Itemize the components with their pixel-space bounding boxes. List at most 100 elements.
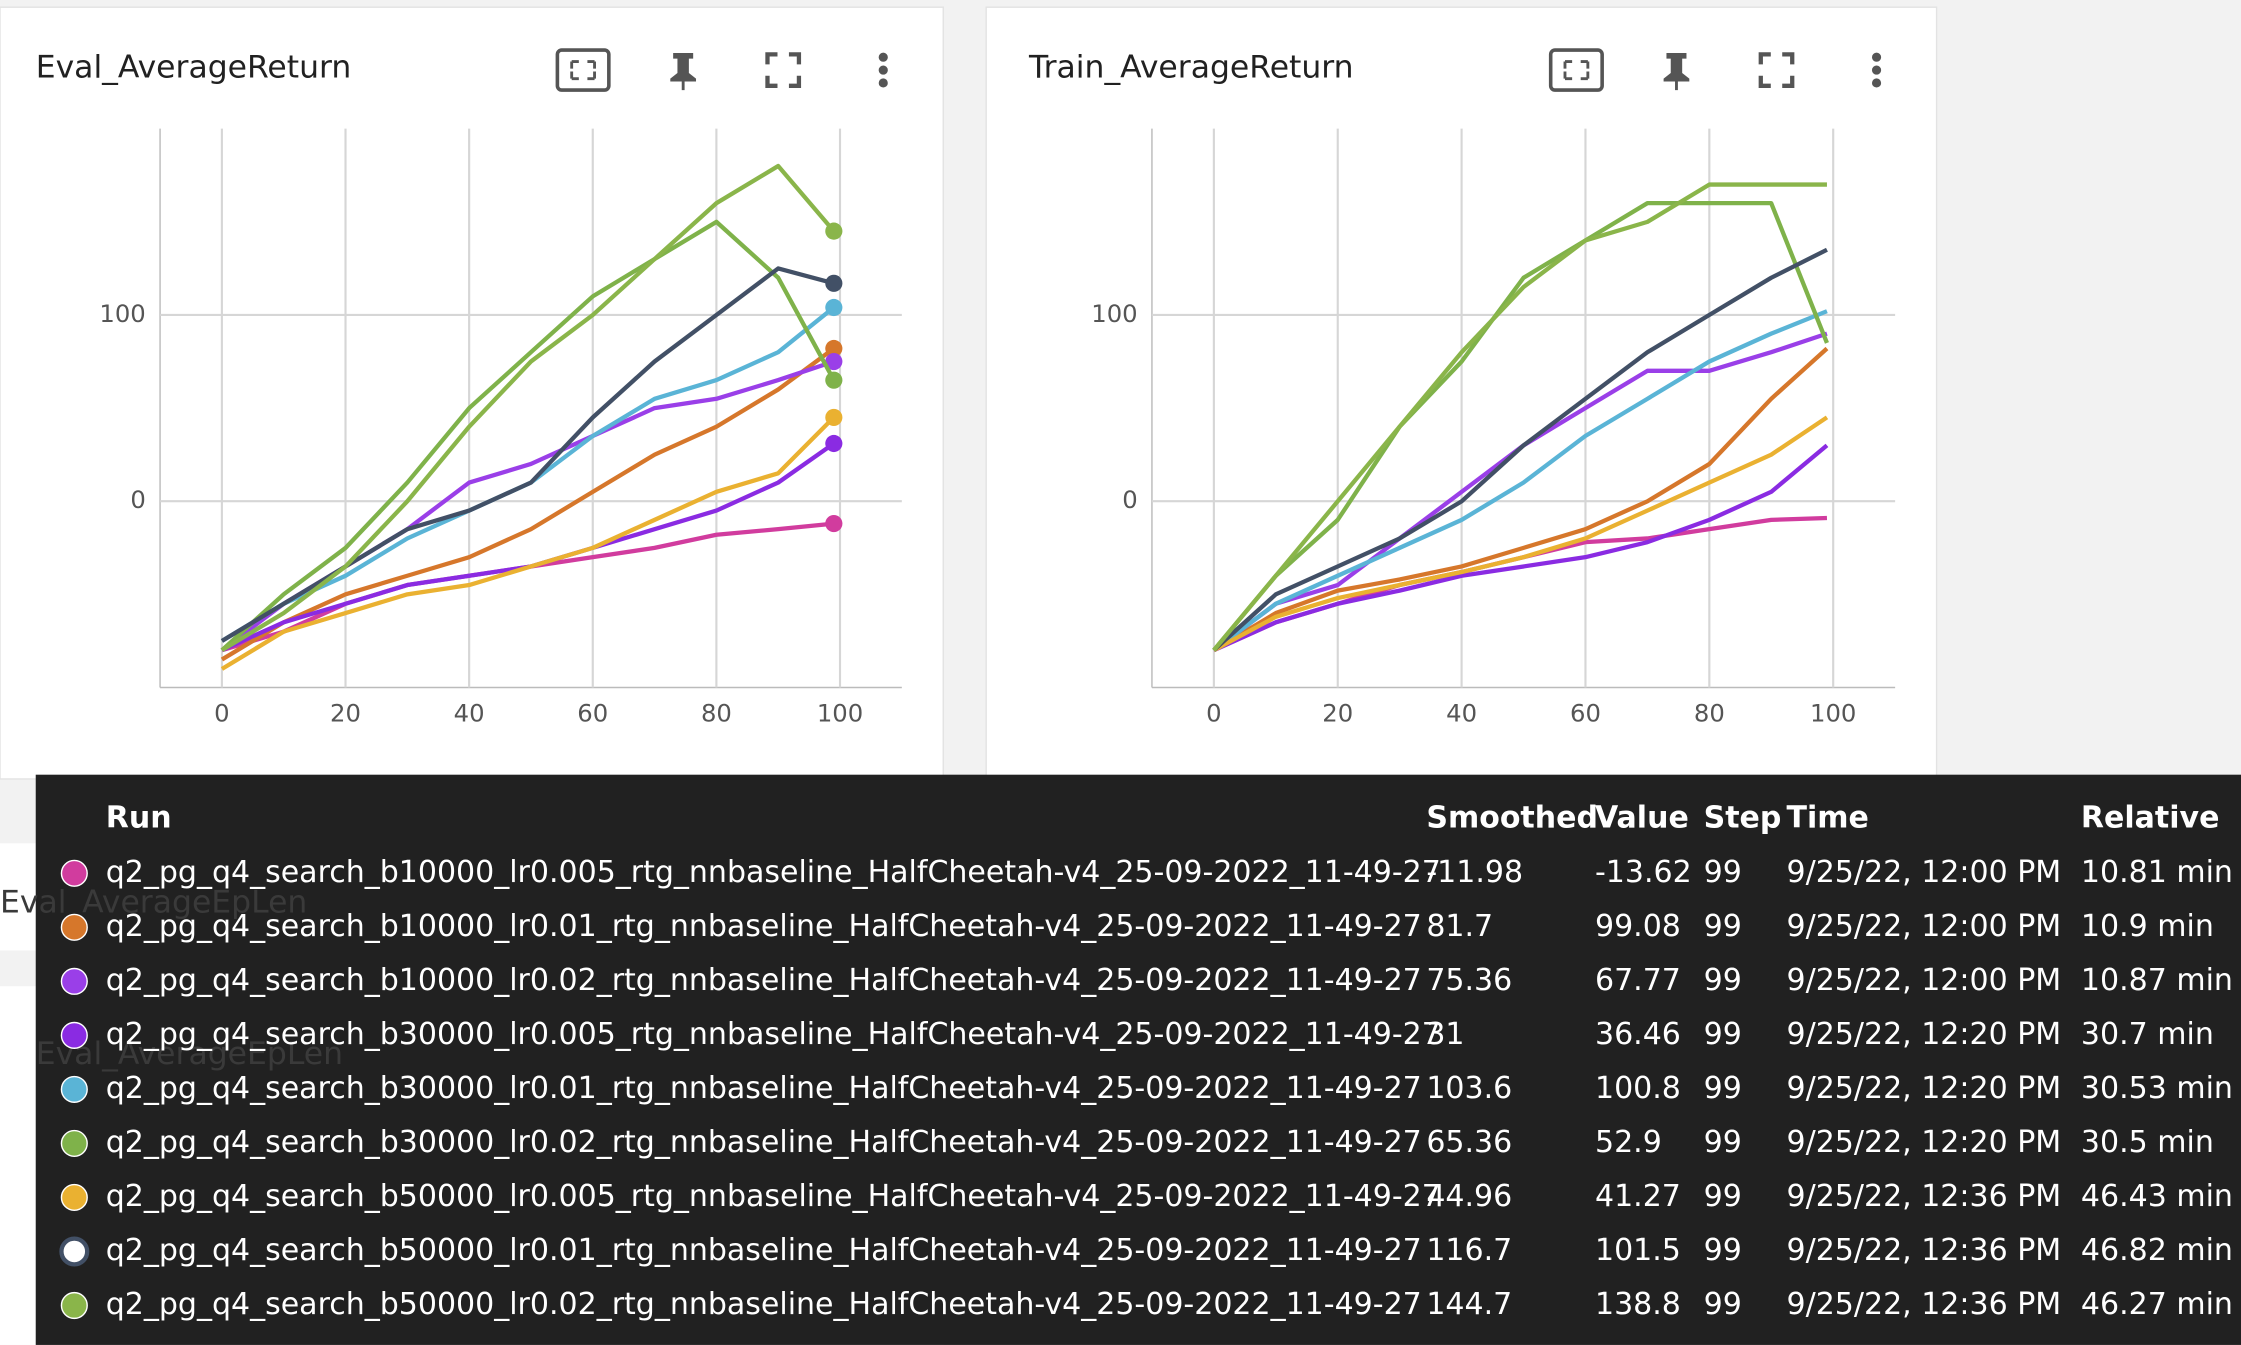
cell: 41.27 <box>1595 1179 1681 1214</box>
x-tick-label: 0 <box>214 699 229 728</box>
column-header: Smoothed <box>1426 800 1598 835</box>
card-title: Eval_AverageEpLen <box>36 1036 343 1072</box>
cell: q2_pg_q4_search_b30000_lr0.01_rtg_nnbase… <box>106 1071 1422 1106</box>
icon <box>1871 52 1882 62</box>
cell: q2_pg_q4_search_b50000_lr0.005_rtg_nnbas… <box>106 1179 1441 1214</box>
cell: 138.8 <box>1595 1287 1681 1322</box>
x-tick-label: 40 <box>454 699 485 728</box>
column-header: Step <box>1704 800 1782 835</box>
icon <box>1871 78 1882 88</box>
cell: -13.62 <box>1595 855 1692 890</box>
icon <box>1871 65 1882 75</box>
cell: 99 <box>1704 1233 1742 1268</box>
series-line <box>220 266 835 643</box>
y-tick-label: 100 <box>1091 299 1137 328</box>
series-line <box>220 163 836 653</box>
fit-button[interactable] <box>555 48 611 92</box>
cell: q2_pg_q4_search_b50000_lr0.01_rtg_nnbase… <box>106 1233 1422 1268</box>
cell: q2_pg_q4_search_b30000_lr0.005_rtg_nnbas… <box>106 1017 1441 1052</box>
icon <box>555 48 611 92</box>
cell: 99 <box>1704 855 1742 890</box>
cell: 31 <box>1426 1017 1464 1052</box>
x-tick-label: 40 <box>1446 699 1477 728</box>
cell: 9/25/22, 12:20 PM <box>1787 1125 2062 1160</box>
x-tick-label: 20 <box>330 699 361 728</box>
fullscreen-button[interactable] <box>765 52 802 88</box>
cell: 46.27 min <box>2081 1287 2233 1322</box>
icon <box>878 65 888 75</box>
y-tick-label: 100 <box>99 299 145 328</box>
icon <box>878 78 888 88</box>
y-tick-label: 0 <box>130 485 145 514</box>
cell: 144.7 <box>1426 1287 1512 1322</box>
cell: 99 <box>1704 1071 1742 1106</box>
cell: q2_pg_q4_search_b50000_lr0.02_rtg_nnbase… <box>106 1287 1422 1322</box>
icon <box>765 52 802 88</box>
fit-button[interactable] <box>1548 48 1604 92</box>
cell: 99 <box>1704 909 1742 944</box>
cell: 67.77 <box>1595 963 1681 998</box>
chart-title: Train_AverageReturn <box>1028 50 1354 86</box>
card-title: Eval_AverageEpLen <box>0 884 307 920</box>
cell: 10.81 min <box>2081 855 2233 890</box>
cell: 9/25/22, 12:00 PM <box>1787 909 2062 944</box>
icon <box>1663 52 1690 91</box>
cell: 99 <box>1704 963 1742 998</box>
x-tick-label: 80 <box>701 699 732 728</box>
run-swatch <box>60 1075 88 1103</box>
column-header: Value <box>1595 800 1689 835</box>
series-line <box>1212 346 1829 653</box>
series-line <box>220 415 836 671</box>
cell: 103.6 <box>1426 1071 1512 1106</box>
more-button[interactable] <box>1871 52 1882 88</box>
cell: 30.53 min <box>2081 1071 2233 1106</box>
card <box>0 6 944 780</box>
end-marker <box>825 371 843 389</box>
series-line <box>1212 309 1828 652</box>
cell: 9/25/22, 12:00 PM <box>1787 855 2062 890</box>
fullscreen-button[interactable] <box>1758 52 1795 88</box>
column-header: Relative <box>2081 800 2220 835</box>
x-tick-label: 80 <box>1694 699 1725 728</box>
y-tick-label: 0 <box>1122 485 1137 514</box>
series-line <box>220 346 836 662</box>
end-marker <box>825 274 843 292</box>
cell: 9/25/22, 12:20 PM <box>1787 1017 2062 1052</box>
cell: 9/25/22, 12:00 PM <box>1787 963 2062 998</box>
end-marker <box>825 298 843 317</box>
cell: 9/25/22, 12:36 PM <box>1787 1179 2062 1214</box>
cell: 100.8 <box>1595 1071 1681 1106</box>
cell: 99 <box>1704 1287 1742 1322</box>
cell: 9/25/22, 12:36 PM <box>1787 1287 2062 1322</box>
more-button[interactable] <box>878 52 888 88</box>
icon <box>670 52 697 91</box>
x-tick-label: 60 <box>577 699 608 728</box>
run-swatch <box>59 1236 90 1267</box>
run-swatch <box>60 1291 88 1320</box>
cell: -11.98 <box>1426 855 1523 890</box>
cell: 9/25/22, 12:20 PM <box>1787 1071 2062 1106</box>
cell: 81.7 <box>1426 909 1493 944</box>
end-marker <box>825 222 843 240</box>
cell: q2_pg_q4_search_b10000_lr0.005_rtg_nnbas… <box>106 855 1441 890</box>
end-marker <box>825 408 843 426</box>
x-tick-label: 60 <box>1570 699 1601 728</box>
cell: 101.5 <box>1595 1233 1681 1268</box>
icon <box>878 52 888 62</box>
series-line <box>1212 182 1827 652</box>
pin-button[interactable] <box>670 52 697 91</box>
cell: 9/25/22, 12:36 PM <box>1787 1233 2062 1268</box>
cell: 65.36 <box>1426 1125 1512 1160</box>
cell: 36.46 <box>1595 1017 1681 1052</box>
run-swatch <box>60 859 88 887</box>
pin-button[interactable] <box>1663 52 1690 91</box>
cell: 116.7 <box>1426 1233 1512 1268</box>
cell: q2_pg_q4_search_b30000_lr0.02_rtg_nnbase… <box>106 1125 1422 1160</box>
run-swatch <box>60 1183 88 1212</box>
tooltip <box>35 774 2241 1345</box>
icon <box>1758 52 1795 88</box>
x-tick-label: 20 <box>1322 699 1353 728</box>
run-swatch <box>60 1021 88 1049</box>
run-swatch <box>60 913 88 941</box>
